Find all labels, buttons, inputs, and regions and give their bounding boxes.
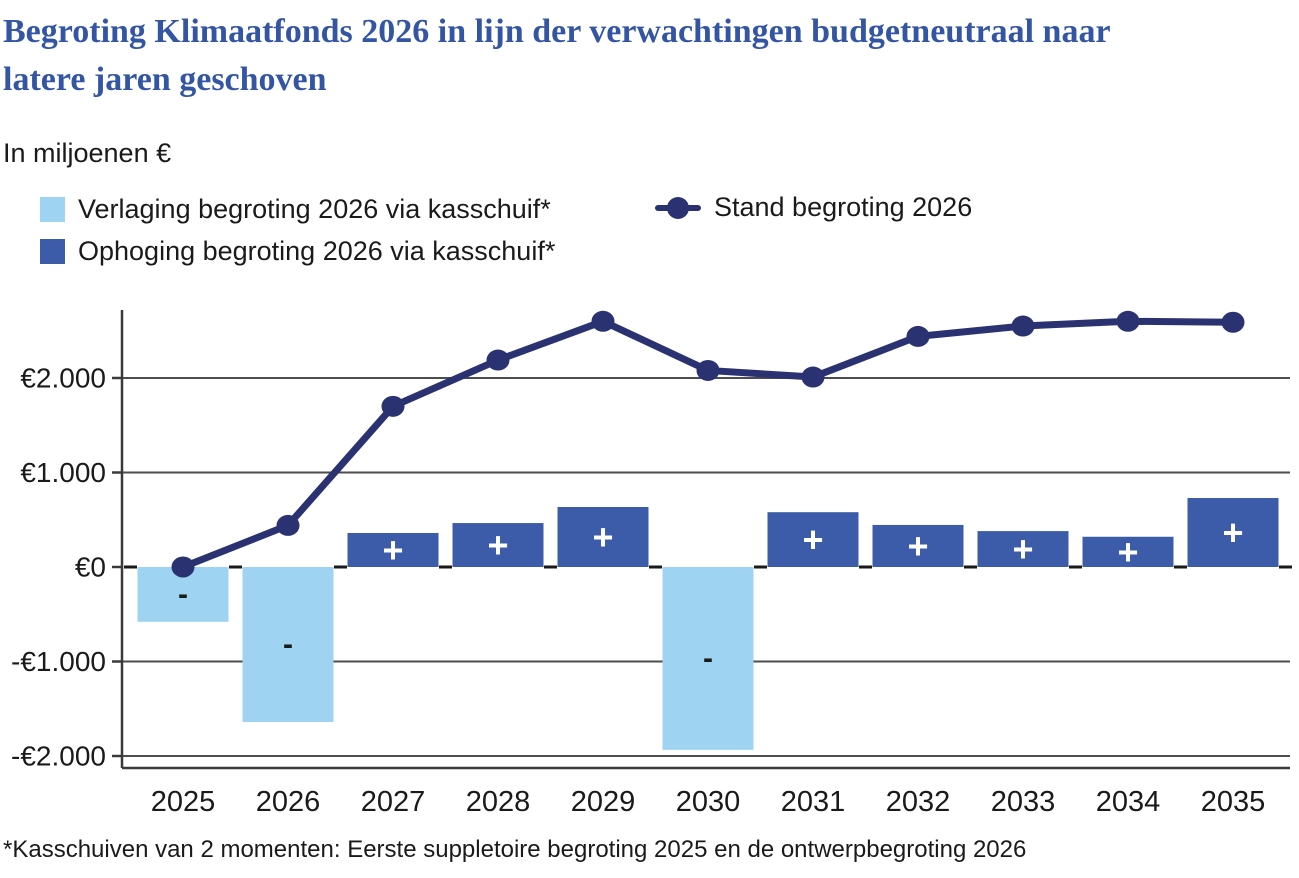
bar-2034 [1082, 536, 1174, 567]
x-tick-label: 2033 [991, 786, 1056, 818]
bar-sign-label: - [178, 578, 188, 611]
point-2025 [171, 556, 195, 578]
x-tick-label: 2026 [256, 786, 321, 818]
bar-sign-label: + [592, 516, 613, 557]
bar-sign-label: + [382, 529, 403, 570]
legend-label-ophoging: Ophoging begroting 2026 via kasschuif* [78, 236, 556, 266]
legend-item-stand: Stand begroting 2026 [655, 192, 972, 223]
line-stand-begroting [179, 317, 1237, 571]
bar-2027 [347, 532, 439, 567]
legend-label-stand: Stand begroting 2026 [714, 192, 973, 222]
y-tick-label: -€1.000 [11, 646, 106, 677]
bar-sign-label: + [802, 519, 823, 560]
x-tick-label: 2031 [781, 786, 846, 818]
bar-2033 [977, 531, 1069, 567]
bar-sign-label: + [1222, 512, 1243, 553]
y-tick-label: €1.000 [20, 457, 106, 488]
point-2034 [1116, 310, 1140, 332]
line-marker-icon [655, 194, 701, 222]
bar-sign-label: - [283, 628, 293, 661]
x-tick-label: 2034 [1096, 786, 1161, 818]
bar-2028 [452, 523, 544, 567]
x-tick-label: 2027 [361, 786, 426, 818]
y-tick-label: €0 [75, 552, 106, 583]
bar-2031 [767, 512, 859, 567]
point-2029 [591, 310, 615, 332]
point-2031 [801, 366, 825, 388]
x-tick-label: 2030 [676, 786, 741, 818]
legend-swatch-light-blue [40, 197, 65, 222]
bar-2030 [662, 567, 754, 750]
x-tick-label: 2032 [886, 786, 951, 818]
bar-sign-label: + [1117, 531, 1138, 572]
bar-sign-label: + [487, 525, 508, 566]
bar-2032 [872, 524, 964, 567]
bar-2035 [1187, 498, 1279, 567]
bar-2029 [557, 506, 649, 567]
x-tick-label: 2025 [151, 786, 216, 818]
bar-2026 [242, 567, 334, 722]
bar-sign-label: + [1012, 529, 1033, 570]
y-tick-label: €2.000 [20, 363, 106, 394]
bar-sign-label: + [907, 525, 928, 566]
point-2035 [1221, 311, 1245, 333]
x-tick-label: 2029 [571, 786, 636, 818]
point-2032 [906, 325, 930, 347]
chart-area: - - - + + + + + + + +2025 2026 2027 2028 2029 2030 2031 2… [0, 295, 1299, 835]
y-tick-label: -€2.000 [11, 741, 106, 772]
point-2028 [486, 349, 510, 371]
legend-item-verlaging: Verlaging begroting 2026 via kasschuif* [40, 194, 551, 225]
bar-sign-label: - [703, 642, 713, 675]
chart-title-line1: Begroting Klimaatfonds 2026 in lijn der … [3, 13, 1111, 50]
x-tick-label: 2028 [466, 786, 531, 818]
x-tick-label: 2035 [1201, 786, 1266, 818]
legend-label-verlaging: Verlaging begroting 2026 via kasschuif* [78, 194, 551, 224]
point-2033 [1011, 315, 1035, 337]
footnote: *Kasschuiven van 2 momenten: Eerste supp… [3, 836, 1027, 863]
legend-item-ophoging: Ophoging begroting 2026 via kasschuif* [40, 236, 555, 267]
point-2030 [696, 359, 720, 381]
chart-title-line2: latere jaren geschoven [3, 61, 327, 98]
point-2026 [276, 514, 300, 536]
legend-swatch-dark-blue [40, 239, 65, 264]
chart-title: Begroting Klimaatfonds 2026 in lijn der … [3, 8, 1299, 104]
unit-label: In miljoenen € [3, 138, 172, 168]
point-2027 [381, 395, 405, 417]
chart-svg: - - - + + + + + + + +2025 2026 2027 2028 2029 2030 2031 2… [11, 310, 1292, 818]
